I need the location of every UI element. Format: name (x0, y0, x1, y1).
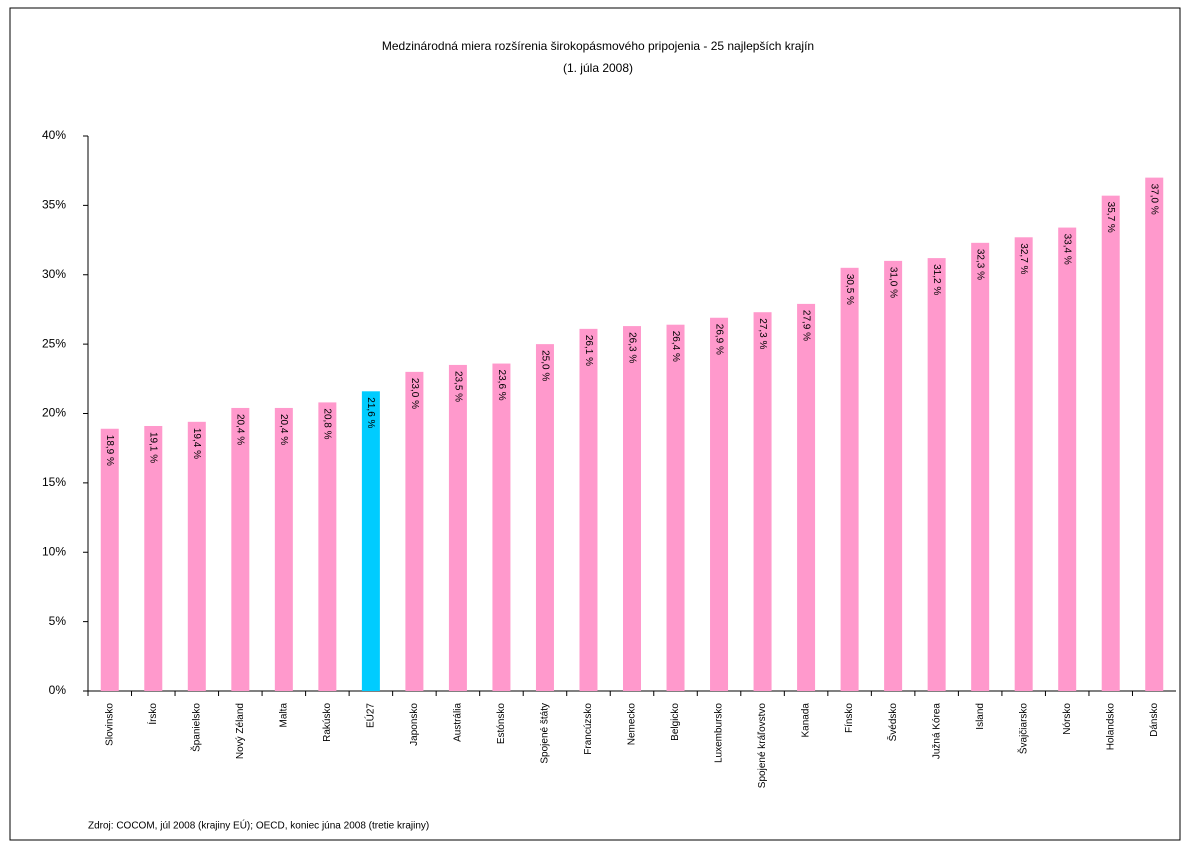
x-tick-label: Španielsko (189, 703, 202, 752)
value-label: 23,0 % (409, 378, 420, 409)
value-label: 31,0 % (887, 267, 898, 298)
value-label: 26,4 % (670, 331, 681, 362)
bar (231, 407, 250, 691)
x-tick-label: Južná Kórea (931, 703, 942, 760)
x-tick-label: Švajčiarsko (1016, 703, 1029, 755)
x-tick-label: Holandsko (1105, 703, 1116, 751)
value-label: 31,2 % (931, 264, 942, 295)
bar (753, 312, 772, 691)
bar (579, 328, 598, 691)
bar (666, 324, 685, 691)
source-note: Zdroj: COCOM, júl 2008 (krajiny EÚ); OEC… (88, 819, 429, 832)
x-tick-label: Írsko (146, 703, 159, 725)
bar (492, 363, 511, 691)
bar (797, 303, 816, 691)
bar (927, 258, 946, 691)
value-label: 37,0 % (1149, 184, 1160, 215)
x-tick-label: Francúzsko (583, 703, 594, 755)
x-tick-label: Dánsko (1149, 703, 1160, 737)
bar (1101, 195, 1120, 691)
y-tick-label: 5% (49, 614, 67, 628)
value-label: 32,3 % (975, 249, 986, 280)
bar (623, 326, 641, 691)
bar (1145, 177, 1164, 691)
x-tick-label: Austrália (453, 703, 464, 742)
y-tick-label: 15% (42, 475, 66, 489)
chart-title: Medzinárodná miera rozšírenia širokopásm… (382, 39, 814, 53)
y-tick-label: 25% (42, 336, 66, 350)
x-tick-label: Fínsko (844, 703, 855, 733)
x-tick-label: Estónsko (496, 703, 507, 745)
x-tick-label: Nórsko (1062, 703, 1073, 735)
value-label: 26,1 % (583, 335, 594, 366)
bar (840, 267, 859, 691)
value-label: 19,4 % (191, 428, 202, 459)
y-tick-label: 0% (49, 683, 67, 697)
x-tick-label: Luxembursko (714, 703, 725, 763)
value-label: 18,9 % (104, 435, 115, 466)
y-tick-label: 30% (42, 267, 66, 281)
y-tick-label: 10% (42, 544, 66, 558)
bar (274, 407, 293, 691)
y-tick-label: 40% (42, 128, 66, 142)
value-label: 26,3 % (626, 332, 637, 363)
x-tick-label: Spojené štáty (540, 703, 551, 764)
value-label: 27,9 % (800, 310, 811, 341)
bar (710, 317, 729, 691)
x-tick-label: Kanada (801, 703, 812, 738)
bar (361, 391, 380, 691)
x-tick-label: Malta (278, 703, 289, 728)
bar (971, 242, 990, 691)
value-label: 27,3 % (757, 318, 768, 349)
x-tick-label: Belgicko (670, 703, 681, 741)
bar (535, 344, 554, 691)
x-tick-label: Japonsko (409, 703, 420, 746)
value-label: 20,4 % (278, 414, 289, 445)
x-tick-label: Rakúsko (322, 703, 333, 742)
value-label: 21,6 % (365, 397, 376, 428)
y-tick-label: 20% (42, 406, 66, 420)
value-label: 23,5 % (452, 371, 463, 402)
x-tick-label: Slovinsko (104, 703, 115, 746)
value-label: 32,7 % (1018, 243, 1029, 274)
bar (318, 402, 337, 691)
value-label: 23,6 % (496, 370, 507, 401)
bar (187, 421, 206, 691)
bar (100, 428, 119, 691)
x-tick-label: Švédsko (886, 703, 899, 742)
bar (884, 260, 903, 691)
value-label: 20,8 % (322, 408, 333, 439)
value-label: 26,9 % (713, 324, 724, 355)
value-label: 25,0 % (539, 350, 550, 381)
bar (448, 364, 467, 691)
bar (1058, 227, 1077, 691)
y-tick-label: 35% (42, 198, 66, 212)
bar (144, 425, 163, 691)
x-tick-label: Island (975, 703, 986, 730)
bar (1014, 237, 1033, 691)
x-tick-label: Nový Zéland (235, 703, 246, 759)
value-label: 35,7 % (1105, 202, 1116, 233)
bar (405, 371, 424, 691)
x-tick-label: EÚ27 (364, 703, 377, 728)
value-label: 33,4 % (1062, 234, 1073, 265)
value-label: 19,1 % (148, 432, 159, 463)
x-tick-label: Nemecko (627, 703, 638, 746)
value-label: 30,5 % (844, 274, 855, 305)
value-label: 20,4 % (235, 414, 246, 445)
chart-subtitle: (1. júla 2008) (563, 61, 633, 75)
x-tick-label: Spojené kráľovstvo (757, 703, 768, 789)
